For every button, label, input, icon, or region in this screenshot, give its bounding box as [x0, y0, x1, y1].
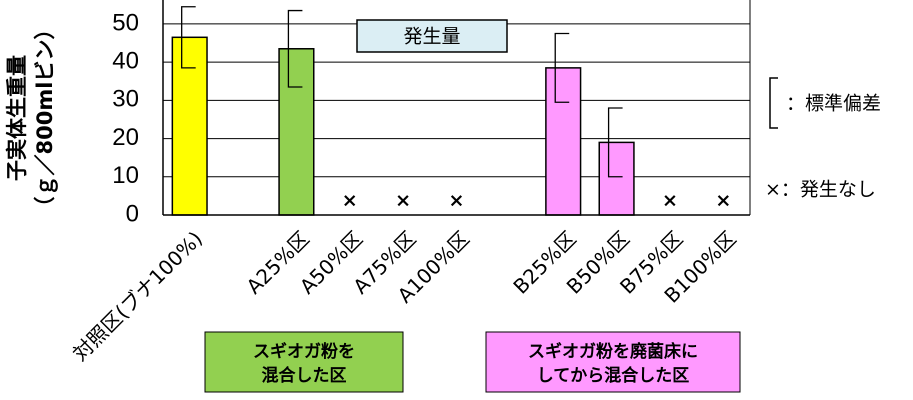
group-box — [485, 331, 741, 393]
y-tick-label: 50 — [112, 9, 139, 36]
title-box-label: 発生量 — [403, 26, 460, 48]
y-tick-label: 20 — [112, 124, 139, 151]
legend-label: ×：発生なし — [765, 179, 876, 201]
bar — [278, 48, 315, 216]
error-bar — [554, 32, 570, 103]
group-label: スギオガ粉を廃菌床に — [528, 341, 698, 362]
y-tick-label: 30 — [112, 86, 139, 113]
group-label: スギオガ粉を — [253, 341, 355, 362]
bar — [598, 141, 635, 216]
no-growth-marker: × — [449, 190, 465, 212]
y-axis-title: （ｇ／800mlビン） — [33, 19, 58, 218]
no-growth-marker: × — [342, 190, 358, 212]
group-label: してから混合した区 — [537, 365, 690, 386]
x-tick-label: 対照区(ブナ100%) — [68, 226, 207, 365]
y-tick-label: 10 — [112, 162, 139, 189]
bar — [545, 67, 582, 216]
no-growth-marker: × — [395, 190, 411, 212]
y-axis-title: 子実体生重量 — [5, 55, 29, 181]
bar — [171, 36, 208, 216]
error-bar — [287, 9, 303, 88]
error-bar — [607, 107, 623, 178]
y-tick-label: 40 — [112, 47, 139, 74]
legend-bracket — [769, 77, 778, 129]
legend-label: ：標準偏差 — [786, 93, 881, 115]
no-growth-marker: × — [715, 190, 731, 212]
title-box — [356, 19, 508, 53]
y-tick-label: 0 — [126, 200, 139, 227]
error-bar — [181, 6, 196, 69]
group-label: 混合した区 — [262, 365, 347, 386]
no-growth-marker: × — [662, 190, 678, 212]
group-box — [204, 331, 404, 393]
